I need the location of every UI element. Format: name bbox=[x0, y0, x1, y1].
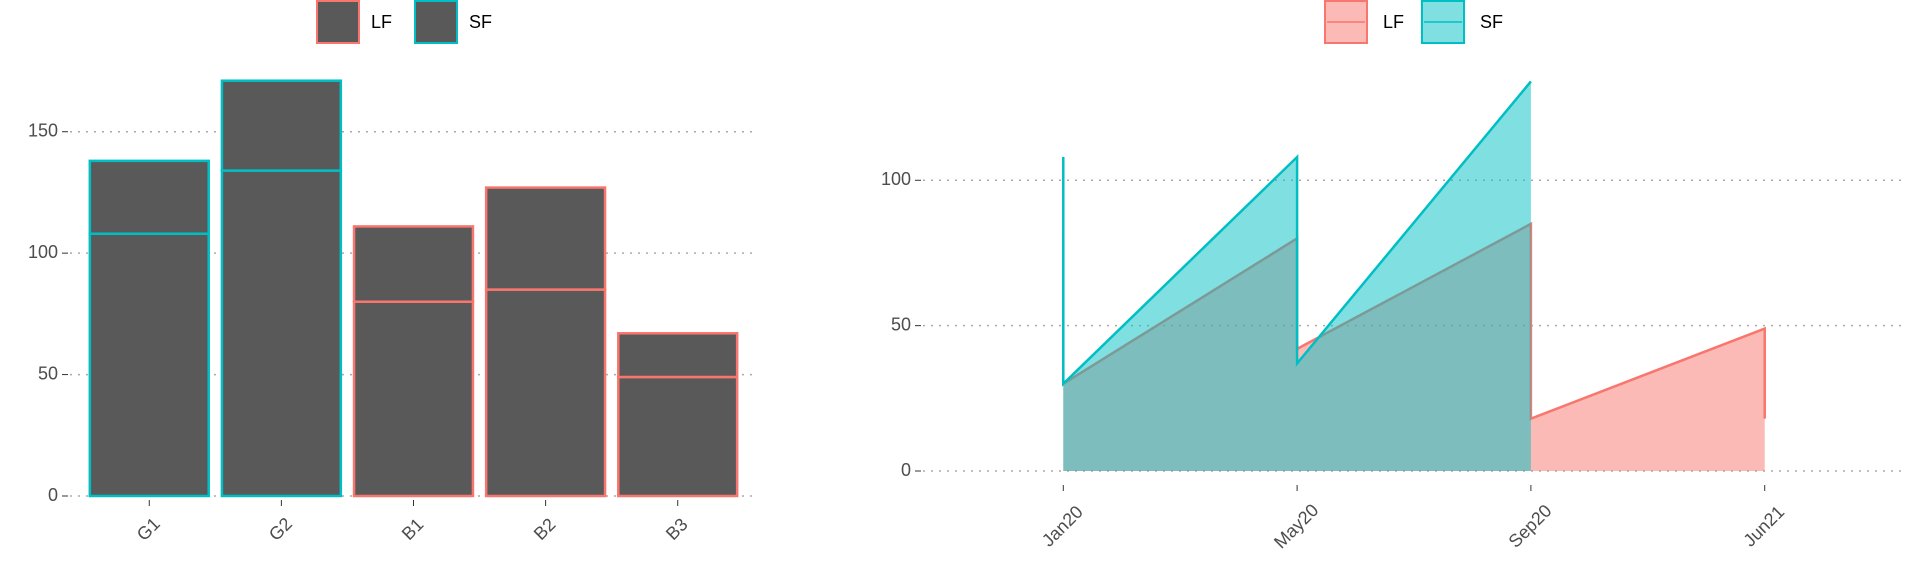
bar-segment bbox=[352, 225, 475, 303]
legend-key bbox=[316, 0, 360, 44]
bar-segment bbox=[617, 375, 739, 498]
bar-segment bbox=[220, 79, 343, 172]
legend-key bbox=[414, 0, 458, 44]
bar-segment bbox=[484, 186, 607, 291]
y-tick-label: 50 bbox=[891, 314, 911, 334]
y-tick-label: 0 bbox=[48, 485, 58, 505]
legend-label: LF bbox=[1383, 12, 1404, 32]
bar-segment bbox=[88, 159, 210, 235]
x-tick-label: G2 bbox=[265, 514, 296, 545]
y-tick-label: 100 bbox=[881, 169, 911, 189]
x-tick-label: Jan20 bbox=[1038, 502, 1087, 551]
legend-label: SF bbox=[1480, 12, 1503, 32]
legend-label: LF bbox=[371, 12, 392, 32]
y-tick-label: 100 bbox=[28, 242, 58, 262]
bar-segment bbox=[617, 332, 739, 379]
x-tick-label: May20 bbox=[1270, 500, 1322, 552]
y-tick-label: 0 bbox=[901, 460, 911, 480]
x-tick-label: B2 bbox=[530, 514, 560, 544]
bar-segment bbox=[88, 232, 210, 498]
x-tick-label: Sep20 bbox=[1505, 501, 1556, 552]
x-tick-label: G1 bbox=[133, 514, 164, 545]
x-tick-label: B1 bbox=[398, 514, 428, 544]
bar-segment bbox=[220, 169, 343, 498]
area-line bbox=[1062, 80, 1532, 387]
x-tick-label: B3 bbox=[662, 514, 692, 544]
bar-segment bbox=[484, 288, 607, 498]
legend-label: SF bbox=[469, 12, 492, 32]
y-tick-label: 50 bbox=[38, 363, 58, 383]
x-tick-label: Jun21 bbox=[1739, 502, 1788, 551]
y-tick-label: 150 bbox=[28, 120, 58, 140]
bar-segment bbox=[352, 300, 475, 498]
